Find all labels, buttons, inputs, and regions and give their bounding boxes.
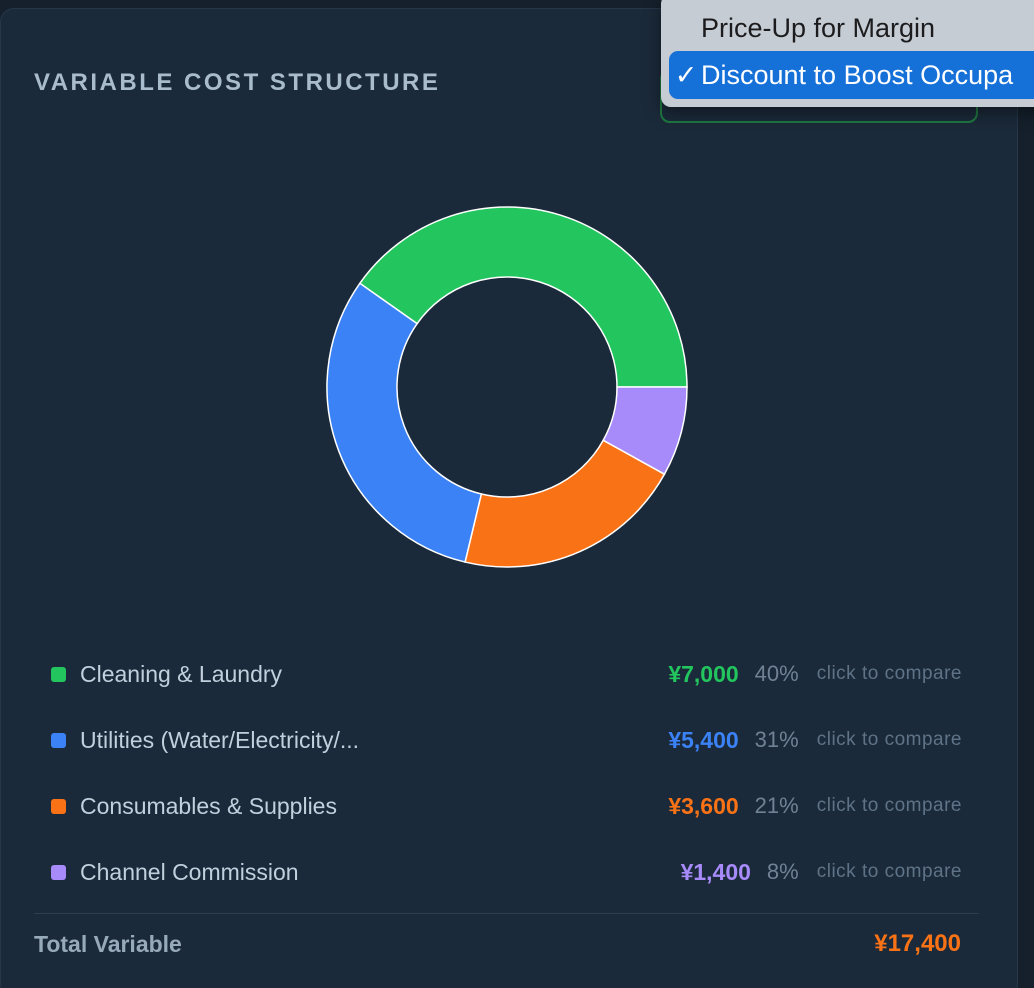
legend-amount: ¥7,000 xyxy=(668,660,739,687)
dropdown-option-label: Discount to Boost Occupa xyxy=(701,60,1014,90)
legend-swatch xyxy=(51,864,66,880)
legend-percent: 21% xyxy=(754,793,799,818)
legend-values: ¥7,000 40% click to compare xyxy=(668,641,962,707)
legend-row-utilities: Utilities (Water/Electricity/... ¥5,400 … xyxy=(51,707,966,773)
donut-slice[interactable] xyxy=(358,206,688,388)
legend-amount: ¥3,600 xyxy=(668,792,739,819)
legend: Cleaning & Laundry ¥7,000 40% click to c… xyxy=(51,641,966,905)
legend-row-commission: Channel Commission ¥1,400 8% click to co… xyxy=(51,839,966,905)
donut-svg xyxy=(326,206,688,568)
scenario-dropdown-menu: Price-Up for Margin ✓ Discount to Boost O… xyxy=(661,0,1034,107)
legend-row-cleaning: Cleaning & Laundry ¥7,000 40% click to c… xyxy=(51,641,966,707)
donut-chart xyxy=(321,201,693,573)
variable-cost-card: VARIABLE COST STRUCTURE Cleaning & Laund… xyxy=(0,8,1018,988)
legend-percent: 8% xyxy=(766,859,799,884)
compare-link[interactable]: click to compare xyxy=(816,795,962,816)
legend-amount: ¥1,400 xyxy=(680,858,751,885)
legend-row-consumables: Consumables & Supplies ¥3,600 21% click … xyxy=(51,773,966,839)
legend-label: Cleaning & Laundry xyxy=(80,660,283,687)
legend-label: Channel Commission xyxy=(80,858,299,885)
legend-label: Utilities (Water/Electricity/... xyxy=(80,726,360,753)
compare-link[interactable]: click to compare xyxy=(816,729,962,750)
dropdown-option-price-up[interactable]: Price-Up for Margin xyxy=(669,4,1034,52)
card-title: VARIABLE COST STRUCTURE xyxy=(34,69,441,96)
legend-percent: 40% xyxy=(754,661,799,686)
donut-slice[interactable] xyxy=(326,282,483,563)
legend-swatch xyxy=(51,666,66,682)
legend-swatch xyxy=(51,732,66,748)
donut-slice[interactable] xyxy=(464,439,666,568)
legend-percent: 31% xyxy=(754,727,799,752)
dropdown-option-discount[interactable]: ✓ Discount to Boost Occupa xyxy=(669,51,1034,99)
legend-values: ¥5,400 31% click to compare xyxy=(668,707,962,773)
dropdown-option-label: Price-Up for Margin xyxy=(701,13,936,43)
total-value: ¥17,400 xyxy=(874,930,961,957)
legend-swatch xyxy=(51,798,66,814)
total-label: Total Variable xyxy=(34,931,182,957)
checkmark-icon: ✓ xyxy=(674,60,698,90)
legend-values: ¥1,400 8% click to compare xyxy=(681,839,962,905)
legend-values: ¥3,600 21% click to compare xyxy=(668,773,962,839)
compare-link[interactable]: click to compare xyxy=(816,663,962,684)
donut-slice[interactable] xyxy=(602,386,688,476)
compare-link[interactable]: click to compare xyxy=(816,861,962,882)
total-divider xyxy=(34,913,979,914)
legend-label: Consumables & Supplies xyxy=(80,792,337,819)
legend-amount: ¥5,400 xyxy=(668,726,739,753)
